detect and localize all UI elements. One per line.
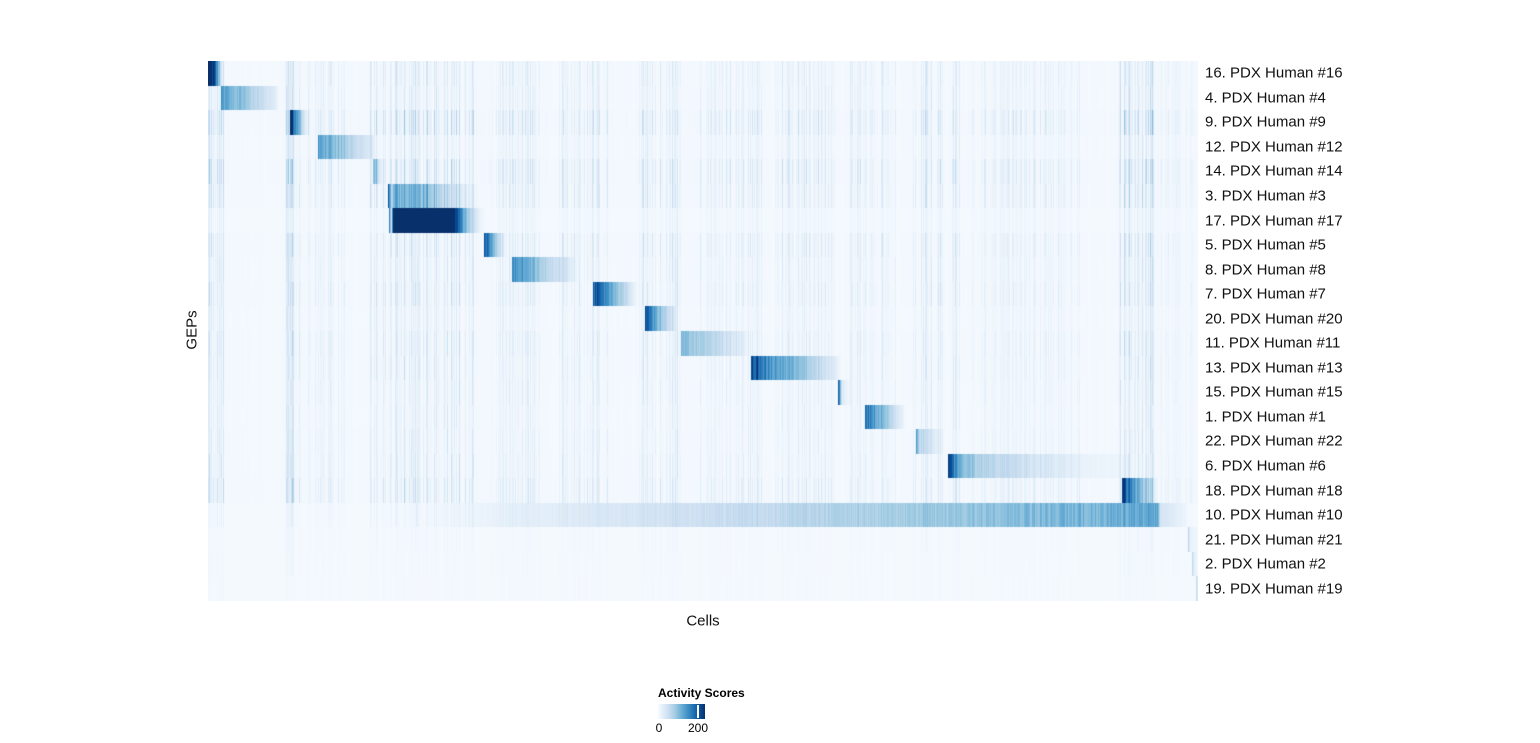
colorbar-title: Activity Scores [658, 686, 745, 700]
colorbar-tick-labels: 0 200 [655, 721, 718, 736]
row-label: 22. PDX Human #22 [1205, 432, 1343, 450]
colorbar-legend: Activity Scores 0 200 [655, 686, 798, 736]
row-label: 1. PDX Human #1 [1205, 408, 1326, 426]
row-label: 12. PDX Human #12 [1205, 138, 1343, 156]
row-label: 6. PDX Human #6 [1205, 457, 1326, 475]
row-label: 7. PDX Human #7 [1205, 285, 1326, 303]
colorbar-gradient [658, 704, 705, 720]
row-labels: 16. PDX Human #16 4. PDX Human #4 9. PDX H… [1205, 61, 1435, 601]
row-label: 8. PDX Human #8 [1205, 261, 1326, 279]
row-label: 10. PDX Human #10 [1205, 506, 1343, 524]
row-label: 14. PDX Human #14 [1205, 162, 1343, 180]
colorbar-tick-200: 200 [687, 721, 708, 736]
heatmap-canvas [208, 61, 1198, 601]
row-label: 11. PDX Human #11 [1205, 334, 1341, 352]
row-label: 19. PDX Human #19 [1205, 580, 1343, 598]
row-label: 18. PDX Human #18 [1205, 482, 1343, 500]
row-label: 15. PDX Human #15 [1205, 383, 1343, 401]
row-label: 20. PDX Human #20 [1205, 310, 1343, 328]
x-axis-label: Cells [686, 612, 720, 630]
row-label: 21. PDX Human #21 [1205, 531, 1343, 549]
row-label: 17. PDX Human #17 [1205, 212, 1343, 230]
y-axis-label: GEPs [183, 310, 201, 350]
row-label: 2. PDX Human #2 [1205, 555, 1326, 573]
row-label: 3. PDX Human #3 [1205, 187, 1326, 205]
colorbar-tick-mark [696, 705, 699, 719]
row-label: 4. PDX Human #4 [1205, 89, 1326, 107]
row-label: 9. PDX Human #9 [1205, 113, 1326, 131]
colorbar-tick-0: 0 [655, 721, 663, 736]
row-label: 5. PDX Human #5 [1205, 236, 1326, 254]
row-label: 16. PDX Human #16 [1205, 64, 1343, 82]
row-label: 13. PDX Human #13 [1205, 359, 1343, 377]
